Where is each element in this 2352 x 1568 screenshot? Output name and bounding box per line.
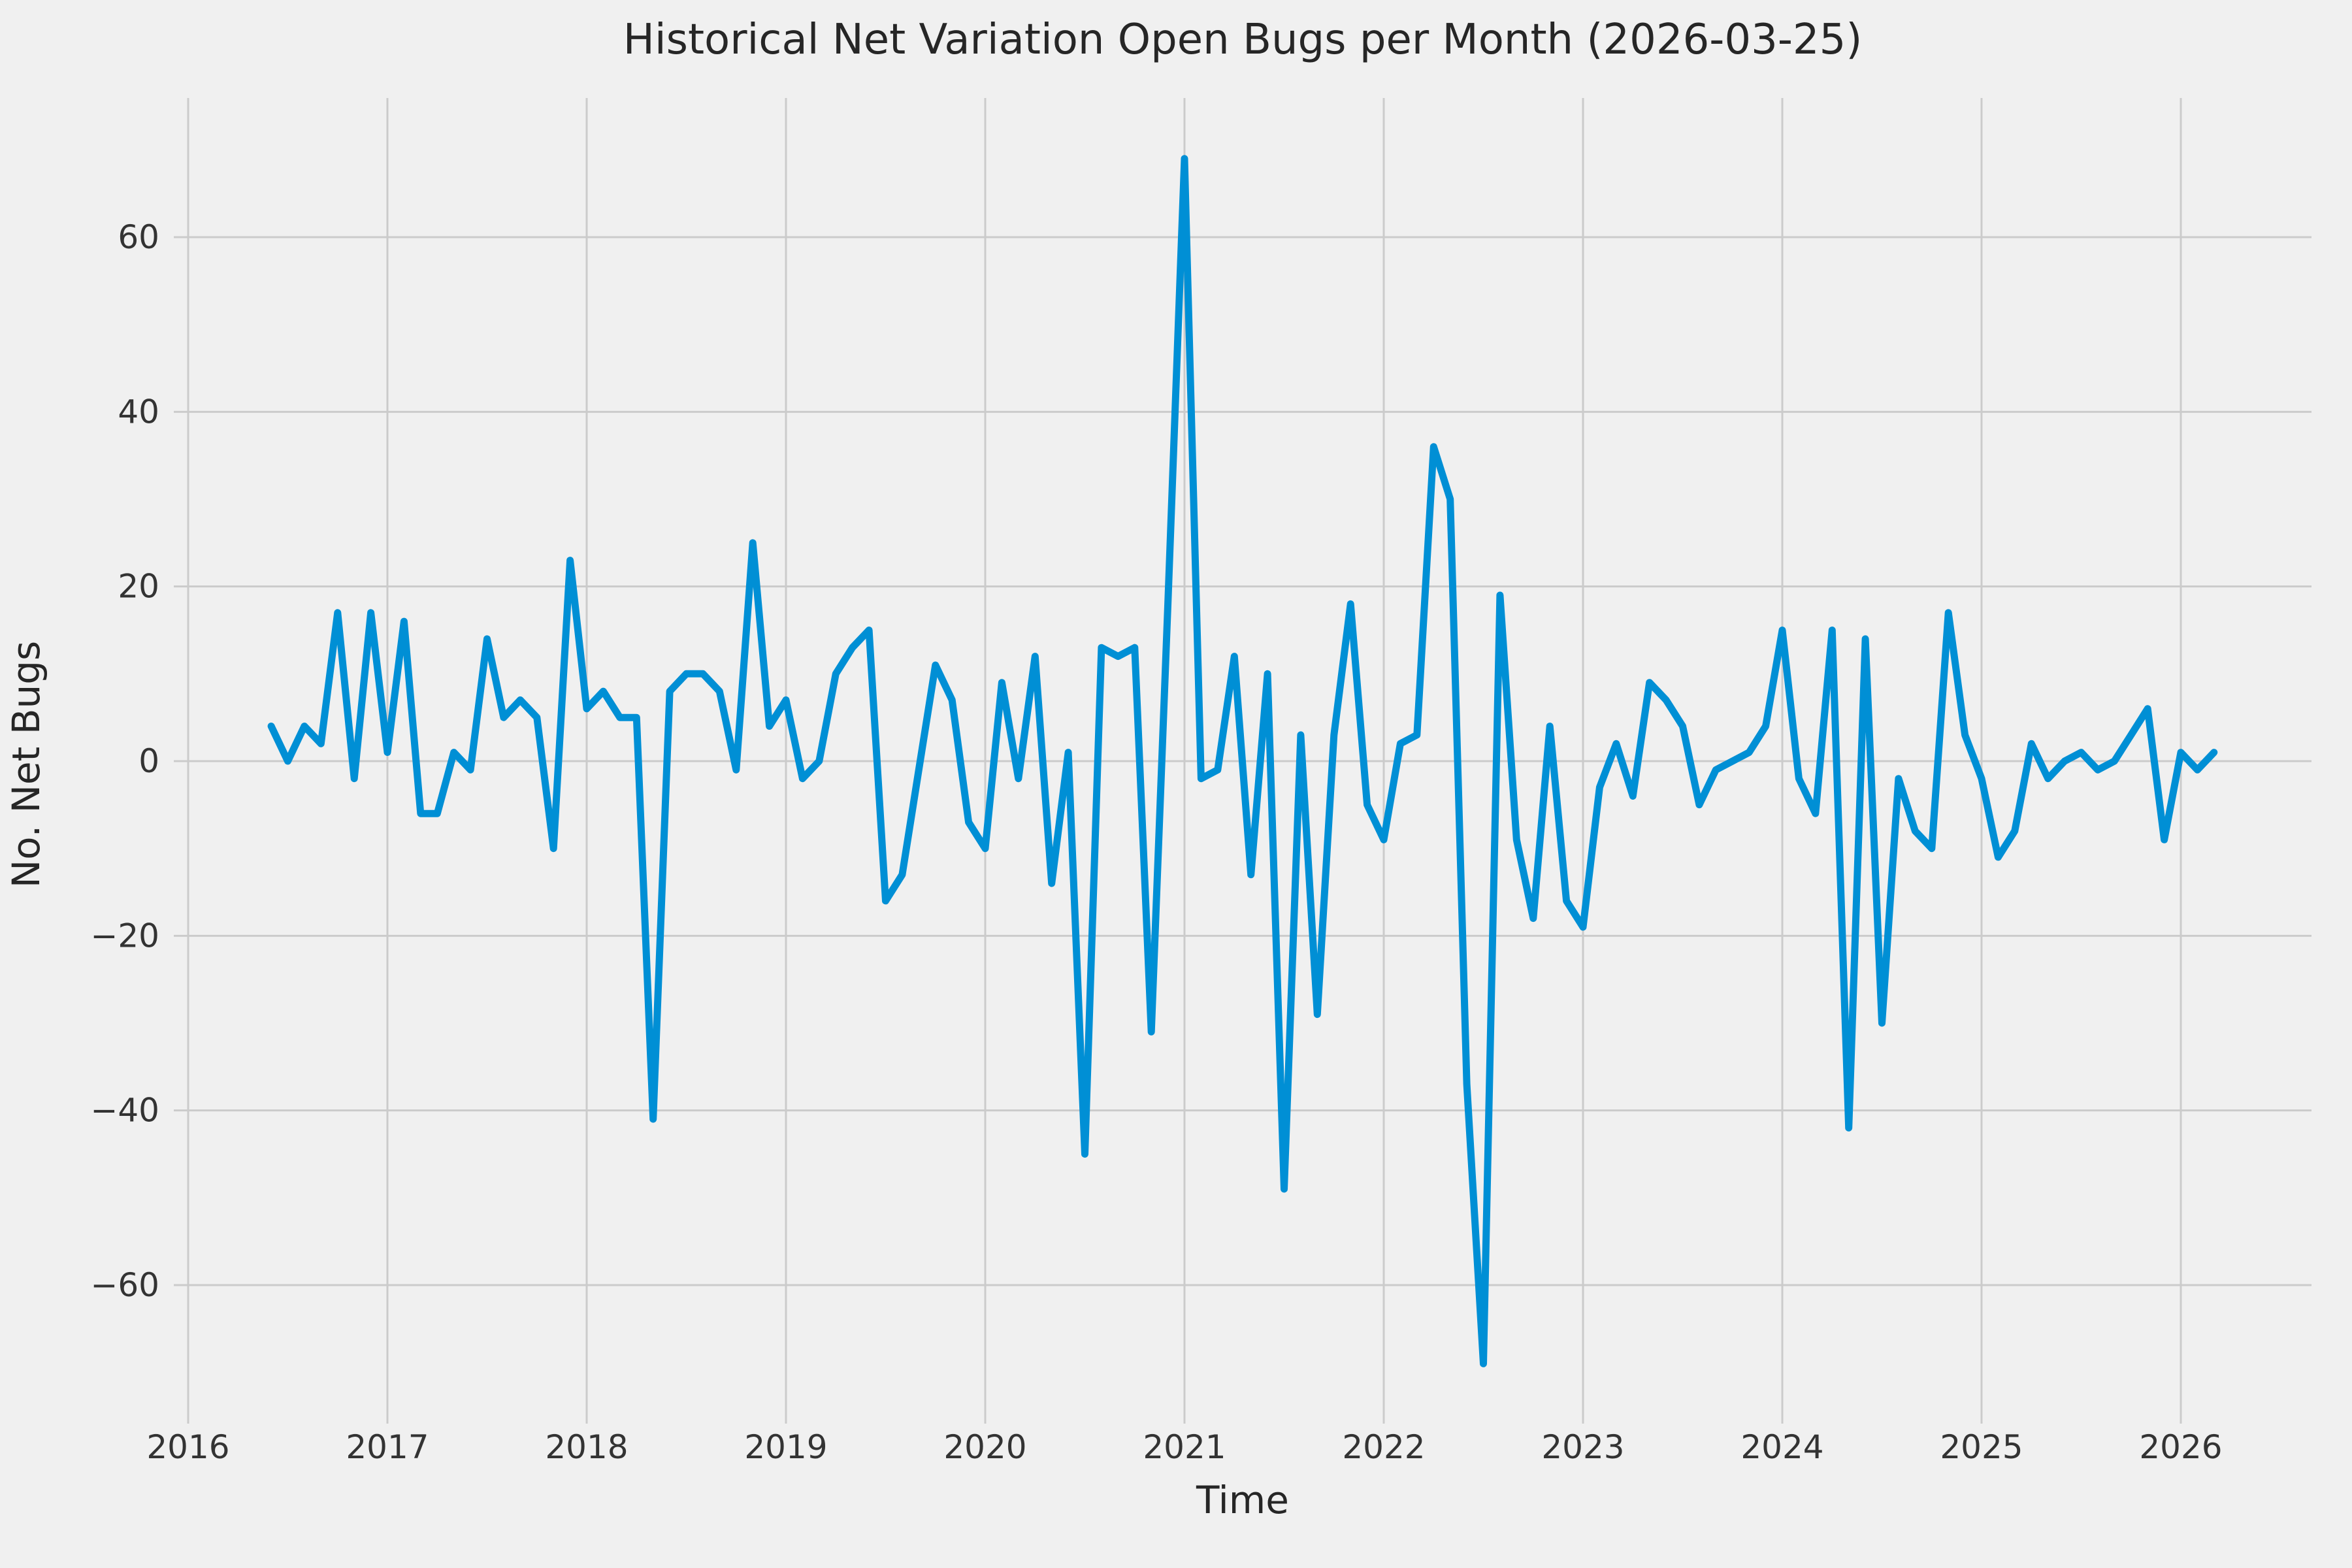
x-tick-label-2021: 2021 (1143, 1428, 1226, 1466)
x-tick-label-2026: 2026 (2139, 1428, 2222, 1466)
y-tick-label-60: 60 (118, 218, 159, 256)
y-axis-label: No. Net Bugs (4, 640, 48, 889)
x-tick-label-2016: 2016 (146, 1428, 229, 1466)
y-tick-label-20: 20 (118, 568, 159, 606)
chart-title: Historical Net Variation Open Bugs per M… (623, 16, 1863, 64)
x-tick-label-2022: 2022 (1342, 1428, 1425, 1466)
y-tick-label--20: −20 (90, 917, 159, 955)
x-tick-label-2025: 2025 (1940, 1428, 2023, 1466)
net-bugs-line-series (267, 155, 2218, 1367)
x-tick-label-2019: 2019 (744, 1428, 827, 1466)
x-tick-label-2020: 2020 (943, 1428, 1026, 1466)
x-tick-label-2017: 2017 (346, 1428, 429, 1466)
x-tick-label-2018: 2018 (545, 1428, 628, 1466)
x-axis-label: Time (1196, 1478, 1289, 1522)
x-tick-label-2023: 2023 (1541, 1428, 1624, 1466)
y-tick-label--40: −40 (90, 1092, 159, 1130)
y-tick-label-40: 40 (118, 393, 159, 431)
y-tick-label-0: 0 (139, 742, 159, 780)
y-tick-label--60: −60 (90, 1266, 159, 1304)
x-tick-label-2024: 2024 (1740, 1428, 1823, 1466)
